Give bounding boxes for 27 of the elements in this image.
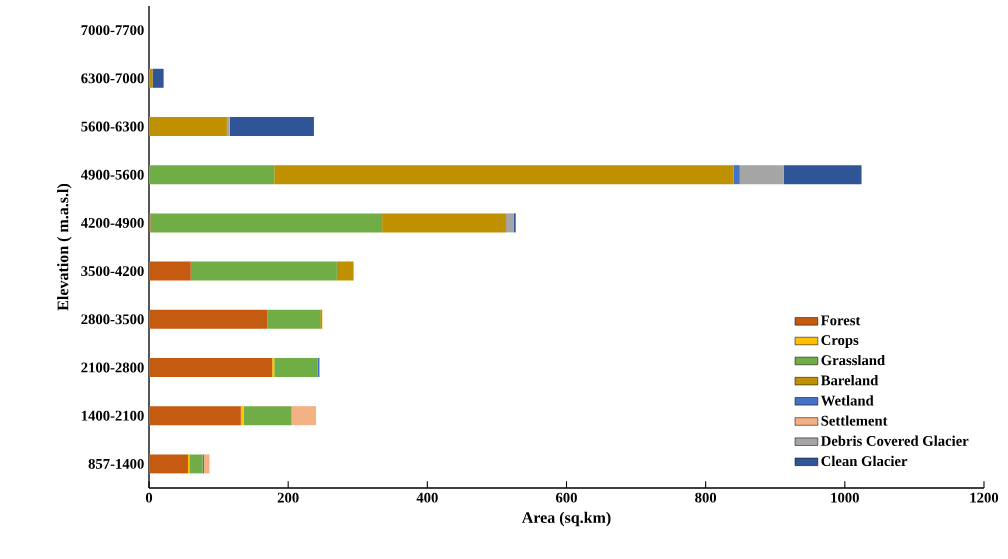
y-tick-label: 4200-4900	[80, 217, 144, 228]
legend-label: Grassland	[821, 354, 885, 366]
y-tick-label: 857-1400	[88, 458, 144, 469]
legend-label: Debris Covered Glacier	[820, 435, 969, 446]
legend-label: Bareland	[820, 375, 879, 386]
y-tick-label: 4900-5600	[80, 169, 144, 180]
x-tick-label: 800	[695, 492, 717, 503]
legend-label: Clean Glacier	[821, 455, 908, 467]
x-tick-label: 1200	[970, 492, 999, 503]
legend-label: Crops	[821, 335, 859, 348]
legend-label: Settlement	[821, 415, 888, 426]
y-tick-label: 6300-7000	[81, 73, 144, 84]
x-tick-label: 200	[277, 492, 299, 503]
legend-label: Forest	[820, 315, 861, 326]
y-tick-label: 2800-3500	[81, 314, 144, 325]
x-tick-label: 600	[556, 492, 577, 503]
x-tick-label: 1000	[831, 492, 859, 503]
y-tick-label: 7000-7700	[81, 25, 144, 36]
y-tick-label: 5600-6300	[81, 121, 144, 132]
x-tick-label: 0	[145, 492, 153, 503]
y-tick-label: 1400-2100	[81, 410, 144, 421]
y-tick-label: 2100-2800	[81, 362, 144, 373]
y-tick-label: 3500-4200	[81, 266, 144, 277]
x-tick-label: 400	[416, 492, 438, 503]
legend-label: Wetland	[820, 395, 874, 406]
x-axis-title: Area (sq.km)	[521, 511, 611, 527]
y-axis-title: Elevation ( m.a.s.l)	[57, 183, 72, 311]
